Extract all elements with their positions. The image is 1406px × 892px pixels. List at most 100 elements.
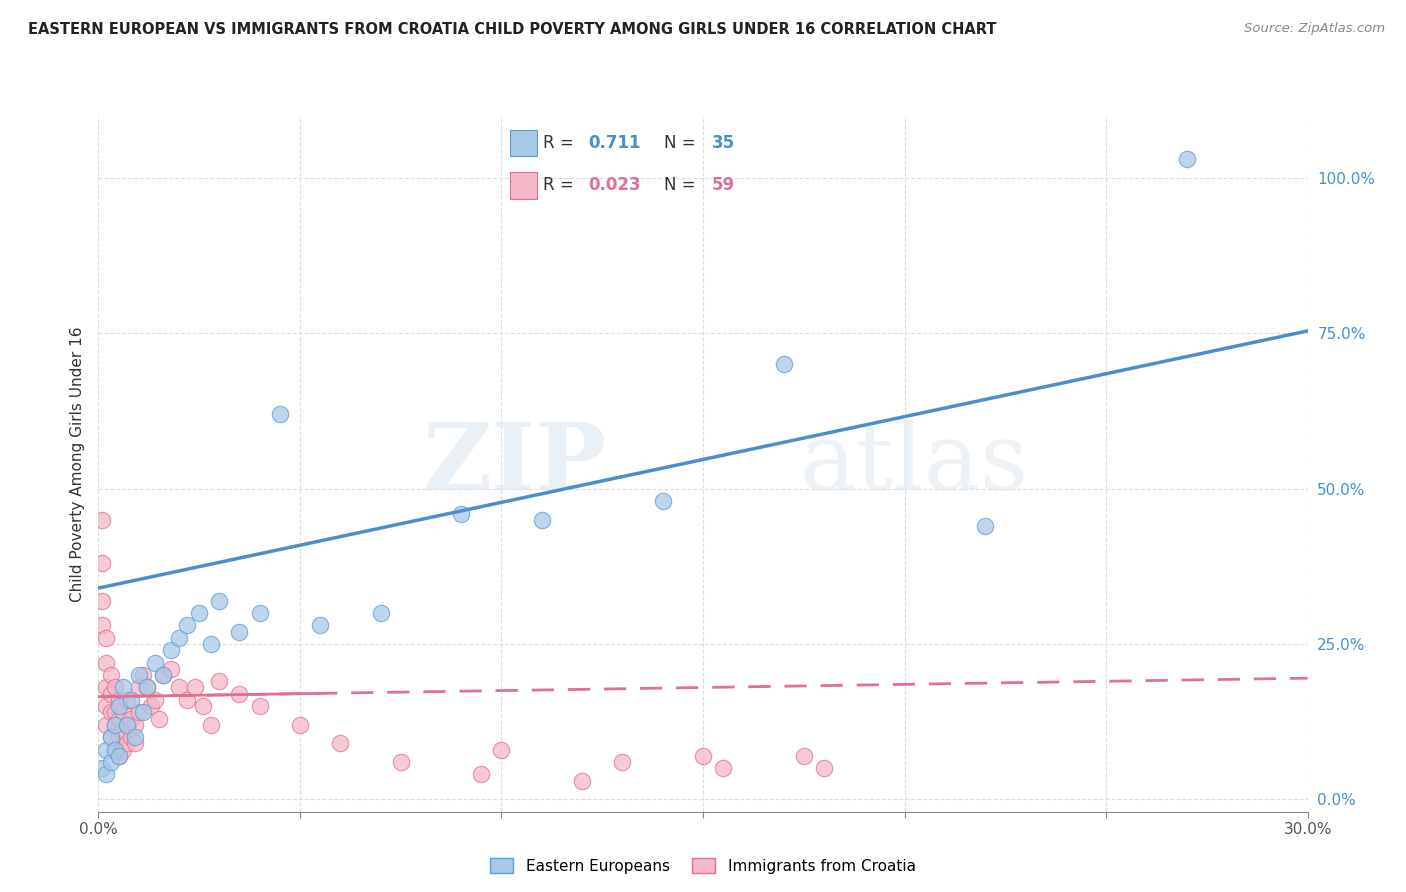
- Point: [115, 717, 138, 731]
- Point: [139, 699, 162, 714]
- Point: [152, 668, 174, 682]
- Point: [120, 693, 142, 707]
- Point: [143, 693, 166, 707]
- Point: [115, 693, 138, 707]
- Point: [107, 748, 129, 763]
- Text: ZIP: ZIP: [422, 419, 606, 508]
- Point: [96, 681, 118, 695]
- Point: [124, 717, 146, 731]
- Point: [96, 656, 118, 670]
- Point: [249, 699, 271, 714]
- Point: [111, 706, 134, 720]
- Text: N =: N =: [664, 177, 700, 194]
- Point: [143, 656, 166, 670]
- Point: [188, 606, 211, 620]
- Point: [571, 773, 593, 788]
- Point: [107, 699, 129, 714]
- Point: [96, 742, 118, 756]
- Point: [530, 513, 553, 527]
- Point: [176, 693, 198, 707]
- Point: [91, 761, 114, 775]
- Point: [103, 742, 125, 756]
- Text: atlas: atlas: [800, 419, 1029, 508]
- Point: [100, 730, 122, 744]
- Point: [128, 668, 150, 682]
- Text: 59: 59: [711, 177, 735, 194]
- Point: [91, 618, 114, 632]
- Point: [450, 507, 472, 521]
- Point: [91, 593, 114, 607]
- Point: [103, 681, 125, 695]
- Point: [96, 631, 118, 645]
- Point: [91, 556, 114, 570]
- Point: [470, 767, 492, 781]
- Point: [135, 681, 157, 695]
- Point: [152, 668, 174, 682]
- Point: [100, 706, 122, 720]
- Point: [200, 717, 222, 731]
- Point: [160, 643, 183, 657]
- Point: [111, 742, 134, 756]
- Point: [176, 618, 198, 632]
- Point: [793, 748, 815, 763]
- Point: [132, 668, 155, 682]
- Point: [813, 761, 835, 775]
- Point: [100, 687, 122, 701]
- Text: R =: R =: [543, 177, 579, 194]
- Point: [103, 717, 125, 731]
- Point: [91, 513, 114, 527]
- Point: [208, 593, 231, 607]
- Point: [124, 730, 146, 744]
- Point: [103, 742, 125, 756]
- Point: [167, 631, 190, 645]
- Text: 0.711: 0.711: [588, 134, 641, 153]
- Point: [96, 699, 118, 714]
- Point: [309, 618, 332, 632]
- Point: [193, 699, 215, 714]
- Y-axis label: Child Poverty Among Girls Under 16: Child Poverty Among Girls Under 16: [69, 326, 84, 601]
- Legend: Eastern Europeans, Immigrants from Croatia: Eastern Europeans, Immigrants from Croat…: [484, 852, 922, 880]
- Point: [389, 755, 412, 769]
- Point: [612, 755, 634, 769]
- Point: [228, 624, 250, 639]
- Point: [111, 681, 134, 695]
- Point: [120, 712, 142, 726]
- Point: [100, 755, 122, 769]
- Point: [148, 712, 170, 726]
- Text: 35: 35: [711, 134, 735, 153]
- Point: [107, 712, 129, 726]
- Point: [103, 706, 125, 720]
- Point: [107, 748, 129, 763]
- Point: [128, 706, 150, 720]
- Point: [249, 606, 271, 620]
- Point: [329, 736, 352, 750]
- Text: Source: ZipAtlas.com: Source: ZipAtlas.com: [1244, 22, 1385, 36]
- Point: [288, 717, 311, 731]
- Point: [115, 717, 138, 731]
- Point: [167, 681, 190, 695]
- Point: [111, 723, 134, 738]
- Point: [132, 706, 155, 720]
- Point: [184, 681, 207, 695]
- Point: [100, 730, 122, 744]
- Point: [128, 681, 150, 695]
- Point: [974, 519, 997, 533]
- Point: [208, 674, 231, 689]
- Bar: [509, 130, 537, 156]
- Point: [135, 681, 157, 695]
- Point: [269, 407, 291, 421]
- Point: [120, 730, 142, 744]
- Text: N =: N =: [664, 134, 700, 153]
- Point: [160, 662, 183, 676]
- Point: [370, 606, 392, 620]
- Point: [651, 494, 673, 508]
- Point: [103, 717, 125, 731]
- Point: [692, 748, 714, 763]
- Point: [96, 767, 118, 781]
- Point: [228, 687, 250, 701]
- Point: [115, 736, 138, 750]
- Text: EASTERN EUROPEAN VS IMMIGRANTS FROM CROATIA CHILD POVERTY AMONG GIRLS UNDER 16 C: EASTERN EUROPEAN VS IMMIGRANTS FROM CROA…: [28, 22, 997, 37]
- Text: 0.023: 0.023: [588, 177, 641, 194]
- Text: R =: R =: [543, 134, 579, 153]
- Point: [107, 693, 129, 707]
